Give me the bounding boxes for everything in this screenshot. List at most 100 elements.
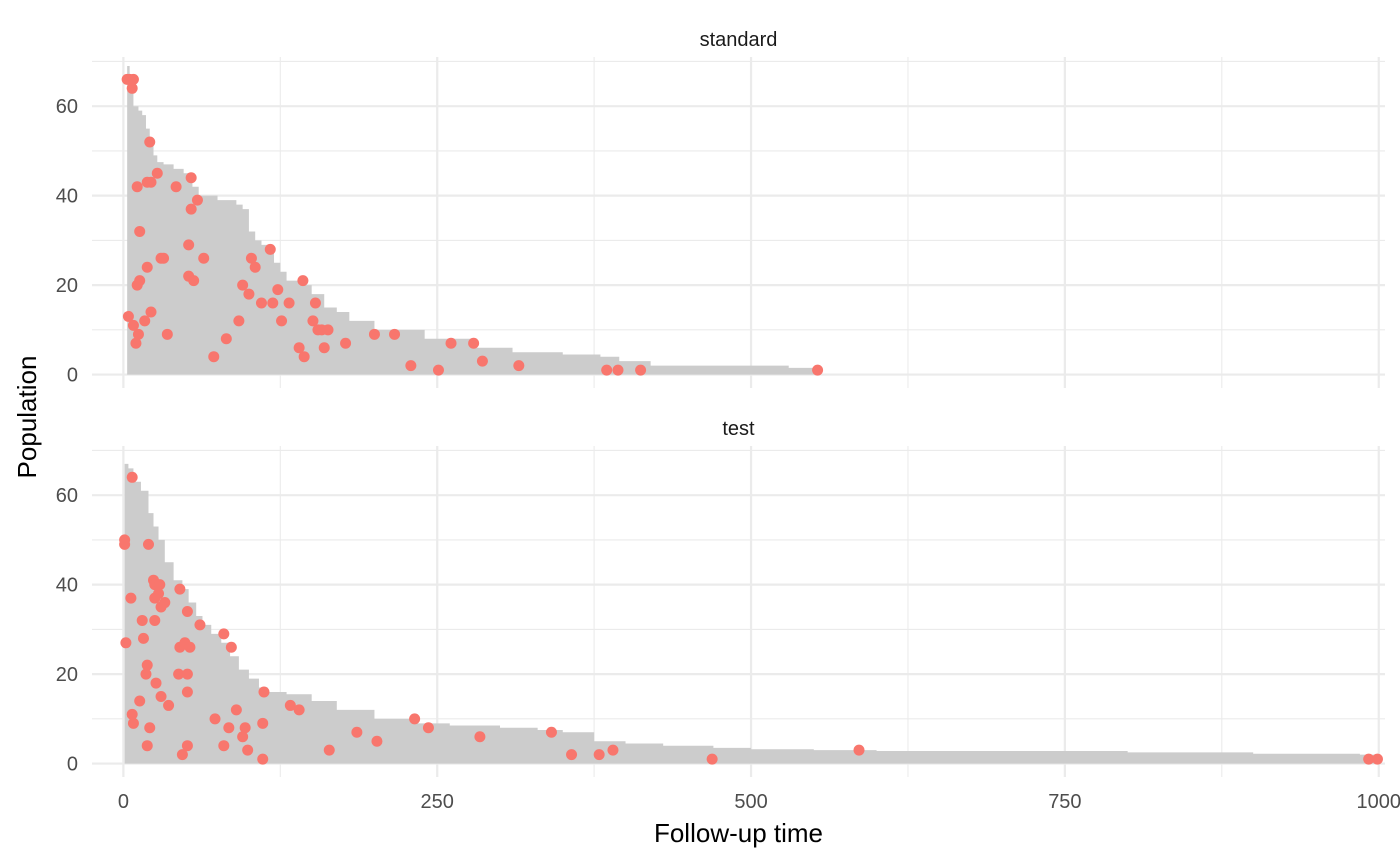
y-ticks-standard: 0 20 40 60	[56, 96, 78, 386]
x-ticks: 0 250 500 750 1000	[118, 791, 1400, 813]
data-point	[237, 279, 249, 291]
x-axis-title: Follow-up time	[654, 818, 823, 848]
data-point	[371, 735, 383, 747]
data-point	[154, 579, 166, 591]
data-point	[174, 583, 186, 595]
panel-test: test 0 20 40 60	[56, 418, 1385, 777]
x-tick-label: 250	[421, 791, 454, 813]
data-point	[276, 315, 288, 327]
data-point	[140, 668, 152, 680]
data-point	[181, 740, 193, 752]
data-point	[409, 713, 421, 725]
x-tick-label: 750	[1048, 791, 1081, 813]
data-point	[1371, 753, 1383, 765]
strip-label-test: test	[722, 418, 755, 440]
data-point	[368, 328, 380, 340]
area-standard	[127, 65, 817, 375]
area-test	[124, 463, 1377, 764]
y-tick-label: 0	[67, 754, 78, 776]
data-point	[181, 668, 193, 680]
data-point	[122, 310, 134, 322]
data-point	[158, 252, 170, 264]
points-standard	[121, 73, 824, 376]
data-point	[127, 717, 139, 729]
data-point	[1363, 753, 1375, 765]
data-point	[264, 243, 276, 255]
data-point	[293, 704, 305, 716]
data-point	[218, 628, 230, 640]
data-point	[272, 284, 284, 296]
data-point	[131, 279, 143, 291]
data-point	[181, 606, 193, 617]
data-point	[257, 753, 269, 765]
data-point	[126, 708, 138, 720]
data-point	[243, 288, 255, 300]
data-point	[853, 744, 865, 756]
y-axis-title: Population	[12, 356, 42, 479]
data-point	[198, 252, 210, 264]
points-test	[119, 471, 1383, 765]
data-point	[239, 722, 251, 734]
data-point	[297, 275, 309, 287]
data-point	[513, 360, 525, 372]
data-point	[209, 713, 221, 725]
data-point	[155, 690, 167, 702]
data-point	[144, 722, 156, 734]
data-point	[184, 641, 196, 653]
data-point	[468, 337, 480, 349]
data-point	[230, 704, 242, 716]
data-point	[139, 315, 151, 327]
data-point	[258, 686, 270, 698]
data-point	[405, 360, 417, 372]
data-point	[194, 619, 206, 631]
y-tick-label: 40	[56, 186, 78, 208]
data-point	[149, 614, 161, 626]
data-point	[119, 538, 131, 550]
data-point	[242, 744, 254, 756]
data-point	[593, 749, 605, 761]
data-point	[149, 592, 161, 604]
data-point	[134, 225, 146, 237]
data-point	[159, 597, 171, 609]
y-tick-label: 20	[56, 664, 78, 686]
data-point	[136, 614, 148, 626]
data-point	[422, 722, 434, 734]
data-point	[283, 297, 295, 309]
data-point	[432, 364, 444, 376]
data-point	[142, 538, 154, 550]
data-point	[170, 181, 182, 193]
data-point	[225, 641, 237, 653]
data-point	[208, 351, 220, 363]
data-point	[218, 740, 230, 752]
data-point	[298, 351, 310, 363]
data-point	[476, 355, 488, 367]
data-point	[257, 717, 269, 729]
data-point	[185, 172, 197, 184]
data-point	[191, 194, 203, 206]
data-point	[284, 699, 296, 711]
data-point	[607, 744, 619, 756]
x-tick-label: 500	[734, 791, 767, 813]
data-point	[255, 297, 267, 309]
y-tick-label: 60	[56, 96, 78, 118]
data-point	[185, 203, 197, 215]
data-point	[474, 731, 486, 743]
data-point	[132, 328, 144, 340]
data-point	[130, 337, 142, 349]
x-tick-label: 0	[118, 791, 129, 813]
strip-label-standard: standard	[700, 29, 778, 51]
data-point	[220, 333, 232, 345]
data-point	[223, 722, 235, 734]
data-point	[601, 364, 613, 376]
data-point	[566, 749, 578, 761]
data-point	[249, 261, 261, 273]
data-point	[318, 342, 330, 354]
data-point	[145, 176, 157, 188]
x-tick-label: 1000	[1356, 791, 1400, 813]
data-point	[126, 82, 138, 94]
data-point	[267, 297, 279, 309]
data-point	[237, 731, 249, 743]
data-point	[126, 471, 138, 483]
data-point	[134, 695, 146, 707]
